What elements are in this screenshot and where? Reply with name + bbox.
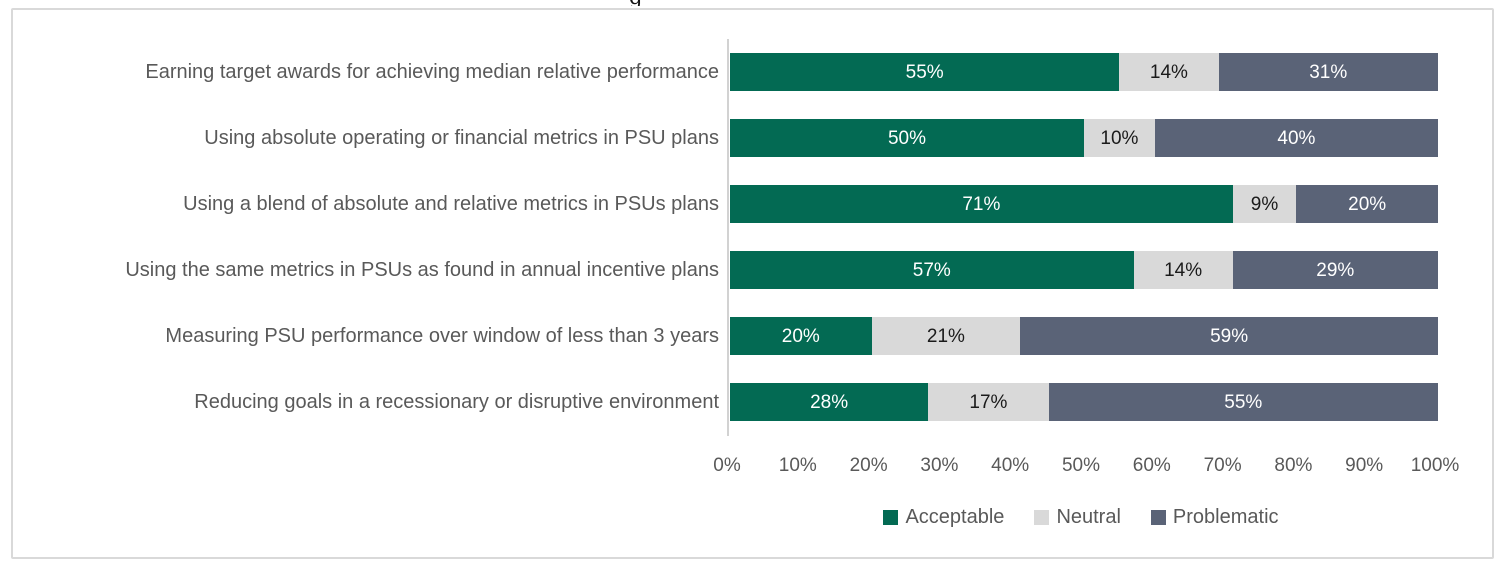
bar-value-label: 9% <box>1250 193 1279 215</box>
bar-segment-acceptable: 55% <box>730 53 1120 91</box>
bar-value-label: 17% <box>969 391 1008 413</box>
bar-value-label: 14% <box>1149 61 1188 83</box>
bar-value-label: 10% <box>1100 127 1139 149</box>
chart-legend: Acceptable Neutral Problematic <box>727 506 1435 529</box>
chart-row: Using absolute operating or financial me… <box>0 105 1438 171</box>
bar-segment-problematic: 31% <box>1218 53 1438 91</box>
chart-row: Using the same metrics in PSUs as found … <box>0 237 1438 303</box>
stacked-bar: 28% 17% 55% <box>730 383 1438 421</box>
stacked-bar: 20% 21% 59% <box>730 317 1438 355</box>
x-tick-label: 90% <box>1345 455 1384 476</box>
legend-label: Acceptable <box>905 506 1005 528</box>
bar-segment-acceptable: 28% <box>730 383 929 421</box>
legend-item-neutral: Neutral <box>1034 506 1121 529</box>
bar-value-label: 31% <box>1309 61 1348 83</box>
x-axis-tick-labels: 0% 10% 20% 30% 40% 50% 60% 70% 80% 90% 100% <box>713 455 1459 479</box>
bar-segment-problematic: 29% <box>1232 251 1438 289</box>
cropped-title-glyph: g <box>629 0 642 6</box>
x-tick-label: 40% <box>991 455 1030 476</box>
stacked-bar: 57% 14% 29% <box>730 251 1438 289</box>
legend-label: Neutral <box>1056 506 1121 528</box>
stacked-bar: 71% 9% 20% <box>730 185 1438 223</box>
bar-value-label: 20% <box>1348 193 1387 215</box>
x-tick-label: 30% <box>920 455 959 476</box>
legend-item-problematic: Problematic <box>1150 506 1279 529</box>
legend-swatch-acceptable <box>883 510 899 525</box>
bar-segment-neutral: 10% <box>1084 119 1155 157</box>
x-tick-label: 10% <box>778 455 817 476</box>
bar-segment-problematic: 55% <box>1048 383 1438 421</box>
bar-segment-acceptable: 57% <box>730 251 1134 289</box>
bar-segment-acceptable: 20% <box>730 317 872 355</box>
x-tick-label: 70% <box>1203 455 1242 476</box>
bar-value-label: 57% <box>912 259 951 281</box>
bar-segment-neutral: 14% <box>1133 251 1233 289</box>
bar-segment-neutral: 17% <box>928 383 1049 421</box>
category-label: Using absolute operating or financial me… <box>204 126 719 149</box>
bar-value-label: 28% <box>810 391 849 413</box>
bar-segment-neutral: 9% <box>1232 185 1297 223</box>
category-label: Using the same metrics in PSUs as found … <box>125 258 719 281</box>
bar-value-label: 29% <box>1316 259 1355 281</box>
bar-segment-acceptable: 50% <box>730 119 1084 157</box>
x-tick-label: 0% <box>713 455 741 476</box>
bar-value-label: 20% <box>781 325 820 347</box>
chart-row: Reducing goals in a recessionary or disr… <box>0 369 1438 435</box>
bar-value-label: 71% <box>962 193 1001 215</box>
cropped-title-fragment: g <box>629 0 663 6</box>
category-label: Reducing goals in a recessionary or disr… <box>194 390 719 413</box>
bar-value-label: 55% <box>905 61 944 83</box>
x-tick-label: 100% <box>1410 455 1460 476</box>
category-label: Measuring PSU performance over window of… <box>165 324 719 347</box>
y-axis-line <box>727 39 729 436</box>
bar-value-label: 59% <box>1210 325 1249 347</box>
category-label: Using a blend of absolute and relative m… <box>183 192 719 215</box>
legend-swatch-problematic <box>1150 510 1166 525</box>
bar-segment-problematic: 20% <box>1296 185 1438 223</box>
legend-swatch-neutral <box>1034 510 1050 525</box>
x-tick-label: 20% <box>849 455 888 476</box>
stacked-bar: 50% 10% 40% <box>730 119 1438 157</box>
chart-row: Measuring PSU performance over window of… <box>0 303 1438 369</box>
stacked-bar: 55% 14% 31% <box>730 53 1438 91</box>
x-tick-label: 60% <box>1132 455 1171 476</box>
legend-item-acceptable: Acceptable <box>883 506 1004 529</box>
bar-segment-neutral: 14% <box>1119 53 1219 91</box>
bar-segment-acceptable: 71% <box>730 185 1233 223</box>
bar-segment-problematic: 59% <box>1020 317 1438 355</box>
category-label: Earning target awards for achieving medi… <box>145 60 719 83</box>
bar-segment-neutral: 21% <box>871 317 1021 355</box>
chart-row: Earning target awards for achieving medi… <box>0 39 1438 105</box>
bar-value-label: 50% <box>887 127 927 149</box>
bar-value-label: 21% <box>926 325 965 347</box>
bar-value-label: 55% <box>1224 391 1263 413</box>
bar-value-label: 40% <box>1277 127 1316 149</box>
bar-value-label: 14% <box>1164 259 1203 281</box>
x-tick-label: 80% <box>1274 455 1313 476</box>
bar-segment-problematic: 40% <box>1154 119 1438 157</box>
x-tick-label: 50% <box>1061 455 1101 476</box>
chart-rows: Earning target awards for achieving medi… <box>0 39 1438 435</box>
chart-row: Using a blend of absolute and relative m… <box>0 171 1438 237</box>
legend-label: Problematic <box>1172 506 1279 528</box>
